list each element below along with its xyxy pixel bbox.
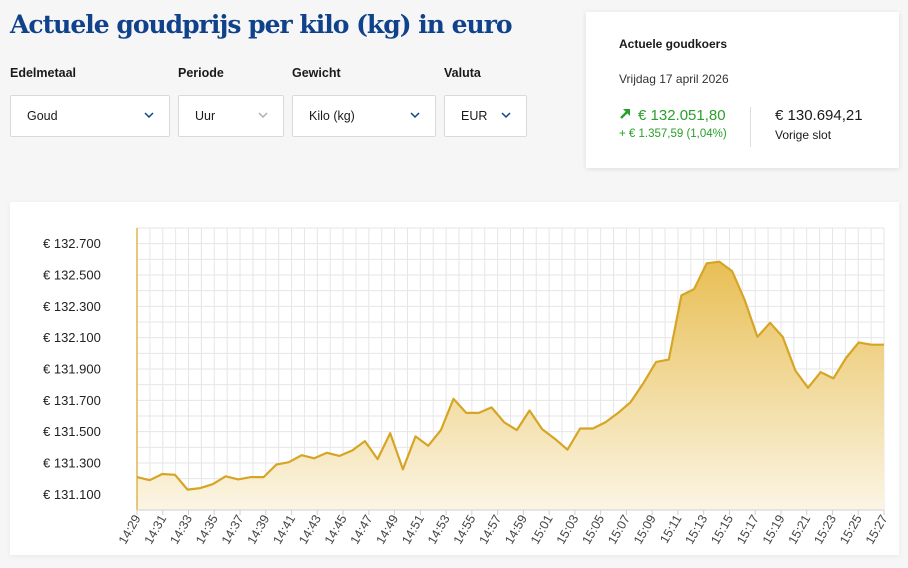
previous-price: € 130.694,21 [775,107,863,124]
y-tick-label: € 132.100 [43,330,101,345]
current-price: € 132.051,80 [619,107,726,124]
x-tick-label: 14:57 [476,512,504,546]
x-tick-label: 15:01 [528,512,556,546]
x-tick-label: 15:25 [837,512,865,546]
series-area [137,261,884,510]
x-tick-label: 14:59 [502,512,530,546]
y-tick-label: € 132.500 [43,268,101,283]
filter-periode: Periode [178,66,224,80]
filter-gewicht: Gewicht [292,66,341,80]
rate-card-date: Vrijdag 17 april 2026 [619,72,729,86]
select-value: Goud [27,109,58,123]
current-price-value: € 132.051,80 [638,107,726,124]
price-chart: € 131.100 € 131.300 € 131.500 € 131.700 € 13… [10,202,899,555]
x-tick-label: 14:29 [116,512,144,546]
periode-select[interactable]: Uur [178,95,284,137]
x-tick-label: 14:31 [142,512,170,546]
chevron-down-icon [143,109,155,121]
rate-card: Actuele goudkoers Vrijdag 17 april 2026 … [586,12,899,168]
x-tick-label: 14:47 [348,512,376,546]
x-tick-label: 14:35 [193,512,221,546]
chart-svg: € 131.100 € 131.300 € 131.500 € 131.700 € 13… [43,227,891,547]
x-tick-label: 14:39 [245,512,273,546]
x-tick-label: 15:23 [811,512,839,546]
x-tick-label: 15:21 [786,512,814,546]
x-tick-label: 15:19 [760,512,788,546]
x-tick-label: 15:15 [708,512,736,546]
chevron-down-icon [409,109,421,121]
y-tick-label: € 131.500 [43,424,101,439]
price-change: + € 1.357,59 (1,04%) [619,128,727,140]
valuta-select[interactable]: EUR [444,95,527,137]
rate-card-title: Actuele goudkoers [619,37,728,51]
select-value: Kilo (kg) [309,109,355,123]
x-tick-label: 15:17 [734,512,762,546]
filter-label: Periode [178,66,224,80]
x-tick-label: 15:13 [683,512,711,546]
x-tick-label: 15:11 [657,512,684,545]
x-tick-label: 14:55 [451,512,479,546]
y-tick-label: € 131.300 [43,456,101,471]
y-tick-label: € 132.300 [43,299,101,314]
x-tick-label: 15:05 [579,512,607,546]
x-tick-label: 15:07 [605,512,633,546]
series-line [136,260,884,491]
filter-label: Edelmetaal [10,66,77,80]
chevron-down-icon [500,109,512,121]
x-tick-label: 14:51 [399,512,427,546]
x-tick-label: 14:53 [425,512,453,546]
select-value: Uur [195,109,216,123]
chevron-down-icon [257,109,269,121]
edelmetaal-select[interactable]: Goud [10,95,170,137]
y-tick-label: € 131.700 [43,393,101,408]
arrow-up-right-icon [619,107,632,124]
x-tick-label: 14:49 [373,512,401,546]
x-tick-label: 15:27 [863,512,891,546]
filter-label: Valuta [444,66,481,80]
x-tick-label: 15:09 [631,512,659,546]
select-value: EUR [461,109,488,123]
x-tick-label: 14:41 [270,512,298,546]
gewicht-select[interactable]: Kilo (kg) [292,95,436,137]
page-title: Actuele goudprijs per kilo (kg) in euro [10,10,513,39]
y-tick-label: € 131.100 [43,487,101,502]
previous-price-label: Vorige slot [775,128,832,142]
filter-label: Gewicht [292,66,341,80]
x-tick-label: 14:33 [167,512,195,546]
x-tick-label: 14:43 [296,512,324,546]
card-divider [750,107,751,147]
filter-valuta: Valuta [444,66,481,80]
y-tick-label: € 131.900 [43,362,101,377]
filter-edelmetaal: Edelmetaal [10,66,76,80]
y-tick-label: € 132.700 [43,236,101,251]
x-tick-label: 14:37 [219,512,247,546]
x-tick-label: 15:03 [554,512,582,546]
x-tick-label: 14:45 [322,512,350,546]
